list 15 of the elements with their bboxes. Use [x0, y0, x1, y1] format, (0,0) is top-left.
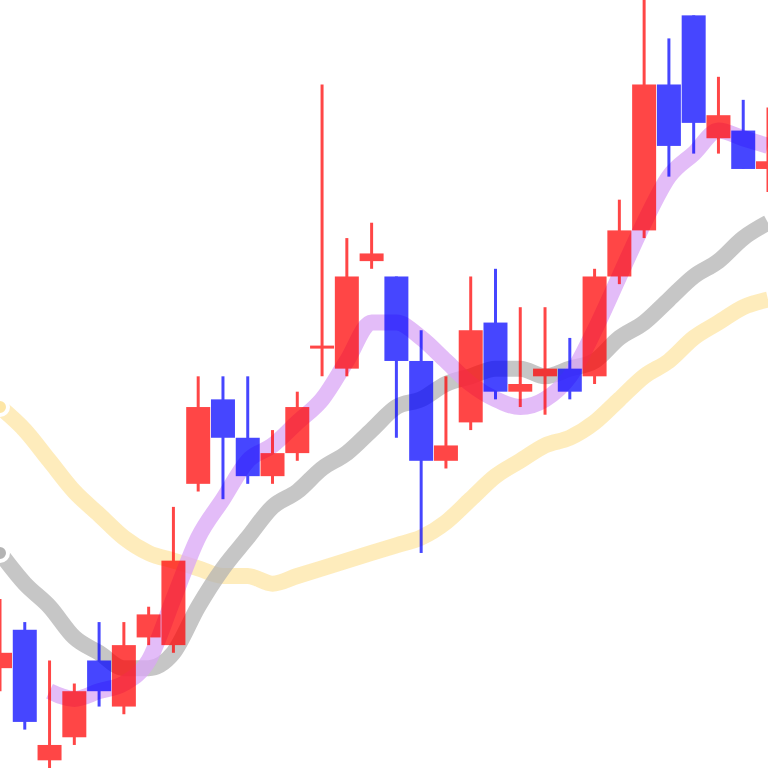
candlestick — [706, 75, 731, 156]
candlestick — [607, 198, 632, 286]
candlestick — [87, 620, 112, 709]
candlestick — [433, 374, 458, 470]
candlestick — [37, 658, 62, 768]
candlestick — [210, 374, 235, 501]
candlestick — [533, 305, 558, 417]
candlestick — [62, 682, 87, 747]
candlestick — [731, 98, 756, 171]
candlestick — [359, 221, 384, 271]
candlestick — [557, 336, 582, 401]
candlestick — [285, 390, 310, 463]
candlestick — [260, 428, 285, 486]
candlestick — [508, 305, 533, 409]
candlestick — [235, 374, 260, 486]
